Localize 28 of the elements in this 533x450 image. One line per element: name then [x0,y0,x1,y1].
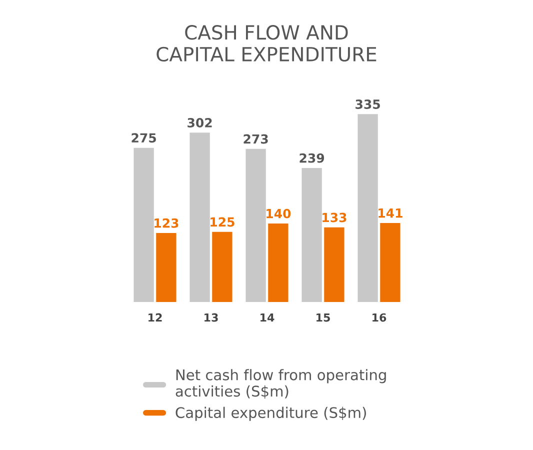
data-label: 335 [356,100,380,109]
x-tick-label: 14 [260,313,274,322]
bar [246,148,266,302]
data-label: 273 [244,134,268,144]
bar [380,222,400,302]
bar [324,227,344,302]
data-label: 239 [300,153,324,163]
chart-title: CASH FLOW AND CAPITAL EXPENDITURE [156,25,376,62]
bar [134,148,154,302]
x-tick-label: 16 [372,313,386,322]
bar [190,132,210,302]
bar [212,232,232,302]
data-label: 125 [210,217,234,227]
data-label: 302 [188,118,212,128]
x-tick-label: 13 [204,313,218,322]
bar [358,114,378,302]
bar [268,224,288,302]
x-tick-label: 12 [148,313,162,322]
legend-label: Capital expenditure (S$m) [176,406,366,421]
legend-label: Net cash flow from operating activities (S$m) [176,369,386,399]
bar [302,168,322,302]
data-label: 133 [322,212,346,222]
data-label: 123 [154,218,178,228]
data-label: 275 [132,133,156,143]
x-tick-label: 15 [316,313,330,322]
data-label: 141 [378,208,402,218]
data-label: 140 [266,208,291,218]
bar [156,233,176,302]
